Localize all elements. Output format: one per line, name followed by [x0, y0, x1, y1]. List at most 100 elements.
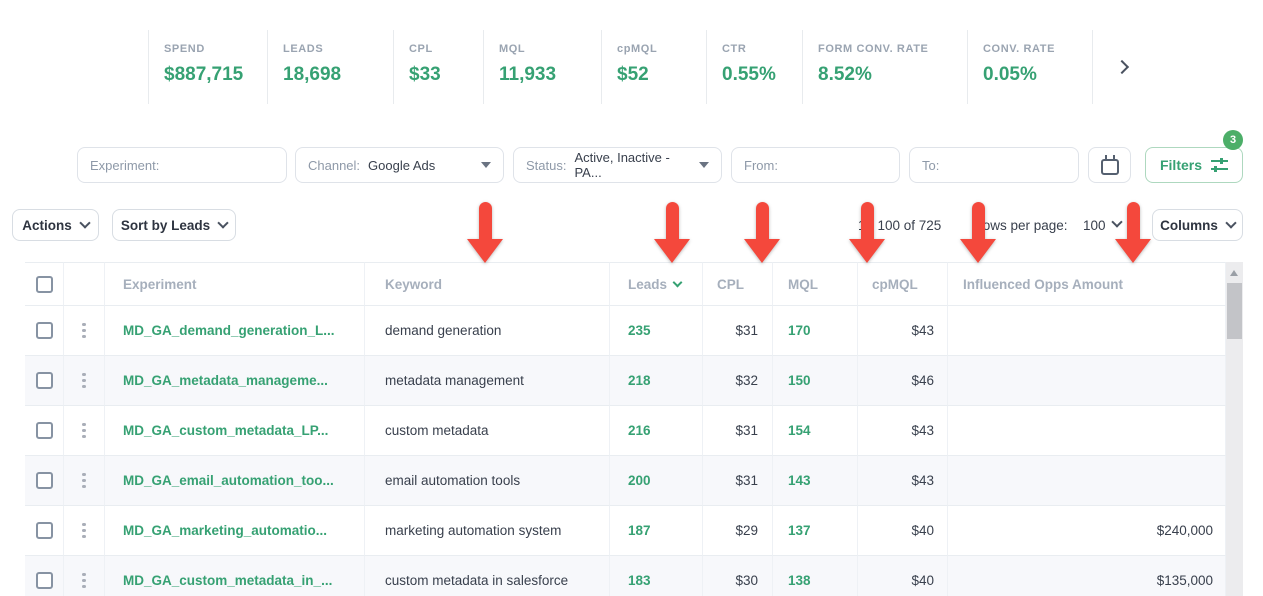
influenced-cell [948, 356, 1226, 406]
annotation-arrow-leads [654, 202, 690, 263]
date-from-label: From: [744, 157, 778, 173]
rows-per-page-select[interactable]: 100 [1083, 218, 1106, 233]
menu-column-header [64, 262, 105, 306]
column-header-cpmql[interactable]: cpMQL [858, 262, 948, 306]
kpi-label: FORM CONV. RATE [818, 43, 929, 55]
influenced-cell [948, 456, 1226, 506]
filters-button-label: Filters [1159, 157, 1202, 173]
kpi-label: CTR [722, 43, 747, 55]
influenced-cell [948, 306, 1226, 356]
cpmql-cell: $40 [858, 556, 948, 596]
chevron-right-icon[interactable] [1114, 59, 1130, 75]
calendar-button[interactable] [1088, 147, 1131, 183]
annotation-arrow-influenced [1115, 202, 1151, 263]
column-header-mql[interactable]: MQL [773, 262, 858, 306]
column-header-experiment[interactable]: Experiment [105, 262, 365, 306]
dropdown-arrow-icon [699, 162, 709, 168]
column-header-keyword[interactable]: Keyword [365, 262, 610, 306]
kpi-label: SPEND [164, 43, 205, 55]
kpi-value: $52 [617, 64, 649, 85]
rows-per-page-label: Rows per page: [973, 218, 1068, 233]
chevron-down-icon [217, 217, 229, 229]
row-menu-icon[interactable] [64, 472, 104, 489]
row-checkbox[interactable] [35, 372, 53, 389]
experiment-link[interactable]: MD_GA_email_automation_too... [123, 473, 334, 488]
table-row: MD_GA_custom_metadata_LP... custom metad… [25, 406, 1226, 456]
row-menu-icon[interactable] [64, 522, 104, 539]
kpi-mql: MQL 11,933 [483, 30, 601, 104]
cpl-cell: $29 [703, 506, 773, 556]
keyword-cell: custom metadata in salesforce [365, 556, 610, 596]
kpi-value: 0.55% [722, 64, 776, 85]
row-checkbox[interactable] [35, 422, 53, 439]
kpi-label: CPL [409, 43, 433, 55]
table-header-row: Experiment Keyword Leads CPL MQL cpMQL I… [25, 262, 1226, 306]
kpi-value: $33 [409, 64, 441, 85]
mql-cell: 138 [773, 556, 858, 596]
row-checkbox[interactable] [35, 522, 53, 539]
columns-button-label: Columns [1160, 217, 1218, 233]
experiment-link[interactable]: MD_GA_custom_metadata_in_... [123, 573, 333, 588]
kpi-value: $887,715 [164, 64, 244, 85]
keyword-cell: demand generation [365, 306, 610, 356]
table-row: MD_GA_marketing_automatio... marketing a… [25, 506, 1226, 556]
cpmql-cell: $46 [858, 356, 948, 406]
experiment-link[interactable]: MD_GA_custom_metadata_LP... [123, 423, 329, 438]
select-all-checkbox[interactable] [35, 275, 53, 293]
filters-button[interactable]: Filters [1145, 147, 1243, 183]
keyword-cell: custom metadata [365, 406, 610, 456]
scroll-up-icon[interactable] [1230, 270, 1238, 276]
column-header-leads[interactable]: Leads [610, 262, 703, 306]
table-row: MD_GA_email_automation_too... email auto… [25, 456, 1226, 506]
columns-button[interactable]: Columns [1152, 209, 1243, 241]
row-menu-icon[interactable] [64, 422, 104, 439]
leads-cell: 200 [610, 456, 703, 506]
annotation-arrow-cpl [744, 202, 780, 263]
chevron-down-icon [79, 217, 91, 229]
row-menu-icon[interactable] [64, 572, 104, 589]
scrollbar-thumb[interactable] [1227, 283, 1242, 339]
kpi-label: LEADS [283, 43, 324, 55]
kpi-summary-bar: SPEND $887,715 LEADS 18,698 CPL $33 MQL … [148, 30, 1263, 104]
column-header-leads-label: Leads [628, 276, 668, 292]
channel-filter-select[interactable]: Channel: Google Ads [295, 147, 504, 183]
cpl-cell: $32 [703, 356, 773, 406]
table-scrollbar[interactable] [1226, 262, 1243, 596]
experiment-filter-input[interactable]: Experiment: [77, 147, 287, 183]
chevron-down-icon[interactable] [1111, 216, 1123, 228]
status-filter-select[interactable]: Status: Active, Inactive - PA... [513, 147, 722, 183]
column-header-cpl[interactable]: CPL [703, 262, 773, 306]
date-to-input[interactable]: To: [909, 147, 1079, 183]
dropdown-arrow-icon [481, 162, 491, 168]
kpi-value: 11,933 [499, 64, 557, 85]
row-checkbox[interactable] [35, 572, 53, 589]
table-row: MD_GA_metadata_manageme... metadata mana… [25, 356, 1226, 406]
row-checkbox[interactable] [35, 472, 53, 489]
experiment-link[interactable]: MD_GA_marketing_automatio... [123, 523, 328, 538]
cpl-cell: $31 [703, 306, 773, 356]
mql-cell: 150 [773, 356, 858, 406]
cpl-cell: $31 [703, 456, 773, 506]
experiment-link[interactable]: MD_GA_demand_generation_L... [123, 323, 335, 338]
cpmql-cell: $43 [858, 456, 948, 506]
row-menu-icon[interactable] [64, 322, 104, 339]
column-header-influenced[interactable]: Influenced Opps Amount [948, 262, 1226, 306]
row-checkbox[interactable] [35, 322, 53, 339]
cpmql-cell: $40 [858, 506, 948, 556]
leads-cell: 187 [610, 506, 703, 556]
date-from-input[interactable]: From: [731, 147, 900, 183]
actions-button[interactable]: Actions [12, 209, 99, 241]
sort-button[interactable]: Sort by Leads [112, 209, 236, 241]
kpi-value: 8.52% [818, 64, 872, 85]
cpl-cell: $30 [703, 556, 773, 596]
table-row: MD_GA_custom_metadata_in_... custom meta… [25, 556, 1226, 596]
kpi-next-page[interactable] [1092, 30, 1263, 104]
calendar-icon [1100, 154, 1119, 175]
keyword-cell: email automation tools [365, 456, 610, 506]
row-menu-icon[interactable] [64, 372, 104, 389]
status-filter-label: Status: [526, 157, 567, 173]
keyword-cell: metadata management [365, 356, 610, 406]
date-to-label: To: [922, 157, 940, 173]
cpmql-cell: $43 [858, 406, 948, 456]
experiment-link[interactable]: MD_GA_metadata_manageme... [123, 373, 328, 388]
